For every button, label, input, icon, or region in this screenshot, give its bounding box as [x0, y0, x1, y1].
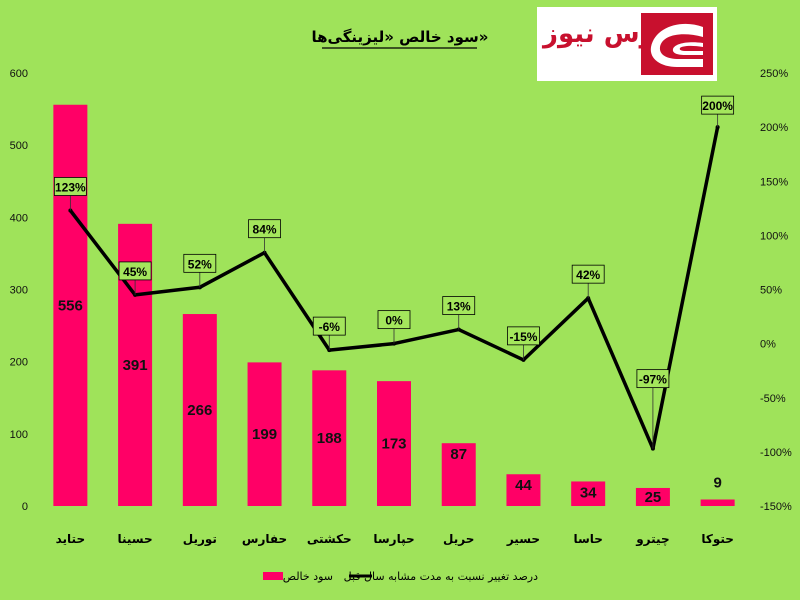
legend-bar-swatch: [263, 572, 283, 580]
category-label: حسیر: [506, 532, 540, 546]
data-labels: 556 391 266 199 188 173 87 44 34 25 9 123% 45% 52% 84%…: [53, 95, 735, 506]
left-axis-tick-label: 0: [22, 501, 28, 513]
left-axis-tick-label: 100: [10, 429, 28, 441]
bar: [635, 487, 670, 506]
bar: [53, 104, 88, 507]
callout-box: [118, 261, 152, 281]
line-value-label: 52%: [188, 257, 212, 271]
bar: [571, 481, 606, 506]
callout-box: [183, 253, 217, 273]
left-axis-tick-label: 400: [10, 212, 28, 224]
line-value-label: 45%: [123, 265, 147, 279]
left-axis-tick-label: 600: [10, 68, 28, 80]
bar: [247, 362, 282, 506]
category-label: چیترو: [635, 532, 669, 547]
bar-value-label: 266: [187, 402, 212, 419]
bar-value-label: 173: [381, 436, 406, 453]
legend-line-label: درصد تغییر نسبت به مدت مشابه سال قبل: [344, 570, 538, 583]
brand-logo: بورس نیوز: [537, 7, 717, 81]
callout-box: [248, 219, 281, 239]
bar: [441, 443, 476, 506]
line-value-label: 200%: [702, 99, 733, 113]
category-labels: حتاید حسینا توریل حفارس حکشتی حپارسا حریل حسیر ح…: [56, 532, 734, 547]
line-value-label: 123%: [55, 180, 86, 194]
callout-box: [701, 95, 735, 115]
bar: [377, 381, 411, 506]
category-label: حپارسا: [373, 532, 414, 546]
bar-value-label: 25: [645, 489, 662, 506]
bar: [506, 474, 541, 506]
bourse-news-logo-icon: [641, 13, 713, 75]
callout-box: [507, 326, 540, 346]
right-axis-tick-label: -100%: [760, 447, 792, 459]
bar: [700, 499, 735, 506]
chart-title: سود خالص «لیزینگی‌ها»: [311, 28, 488, 46]
line-value-label: 84%: [253, 223, 277, 237]
line-value-label: 0%: [385, 314, 403, 328]
bar-value-label: 34: [580, 484, 597, 501]
right-axis-tick-label: 200%: [760, 122, 788, 134]
left-axis-tick-label: 200: [10, 357, 28, 369]
legend-bar-label: سود خالص: [283, 570, 333, 583]
right-axis-tick-label: 0%: [760, 339, 776, 351]
line-value-label: -6%: [319, 320, 341, 334]
bar-value-label: 188: [317, 430, 342, 447]
right-axis-tick-label: 100%: [760, 230, 788, 242]
right-axis-tick-label: -150%: [760, 501, 792, 513]
left-axis-tick-label: 500: [10, 140, 28, 152]
category-label: حریل: [443, 532, 474, 546]
category-label: حتوکا: [701, 532, 734, 547]
category-label: حتاید: [56, 532, 86, 546]
category-label: حفارس: [242, 532, 287, 546]
category-label: حسینا: [118, 532, 153, 546]
bar-value-label: 391: [123, 357, 148, 374]
bar: [182, 314, 217, 506]
right-axis-tick-label: 50%: [760, 285, 782, 297]
callout-box: [312, 316, 346, 336]
callout-box: [53, 177, 87, 196]
bar-value-label: 9: [713, 475, 721, 492]
left-axis-tick-label: 300: [10, 285, 28, 297]
callout-box: [442, 296, 476, 315]
legend: سود خالص درصد تغییر نسبت به مدت مشابه سا…: [263, 570, 538, 583]
callout-box: [636, 369, 670, 389]
right-axis-tick-label: -50%: [760, 393, 786, 405]
category-label: توریل: [183, 532, 217, 547]
line-value-label: -97%: [639, 373, 667, 387]
right-axis-tick-label: 250%: [760, 68, 788, 80]
bar-value-label: 556: [58, 297, 83, 314]
callout-box: [571, 264, 605, 284]
callout-box: [377, 310, 411, 330]
line-value-label: 42%: [576, 268, 600, 282]
axis-ticks: 0 100 200 300 400 500 600 -150% -100% -50% 0% 50% 10…: [10, 68, 792, 513]
line-value-label: 13%: [447, 300, 471, 314]
bar-value-label: 87: [450, 446, 467, 463]
bar: [312, 370, 347, 506]
line-value-label: -15%: [509, 330, 537, 344]
bar-value-label: 44: [515, 477, 532, 494]
category-label: حاسا: [573, 532, 602, 546]
category-label: حکشتی: [307, 532, 352, 546]
right-axis-tick-label: 150%: [760, 176, 788, 188]
bar-value-label: 199: [252, 426, 277, 443]
